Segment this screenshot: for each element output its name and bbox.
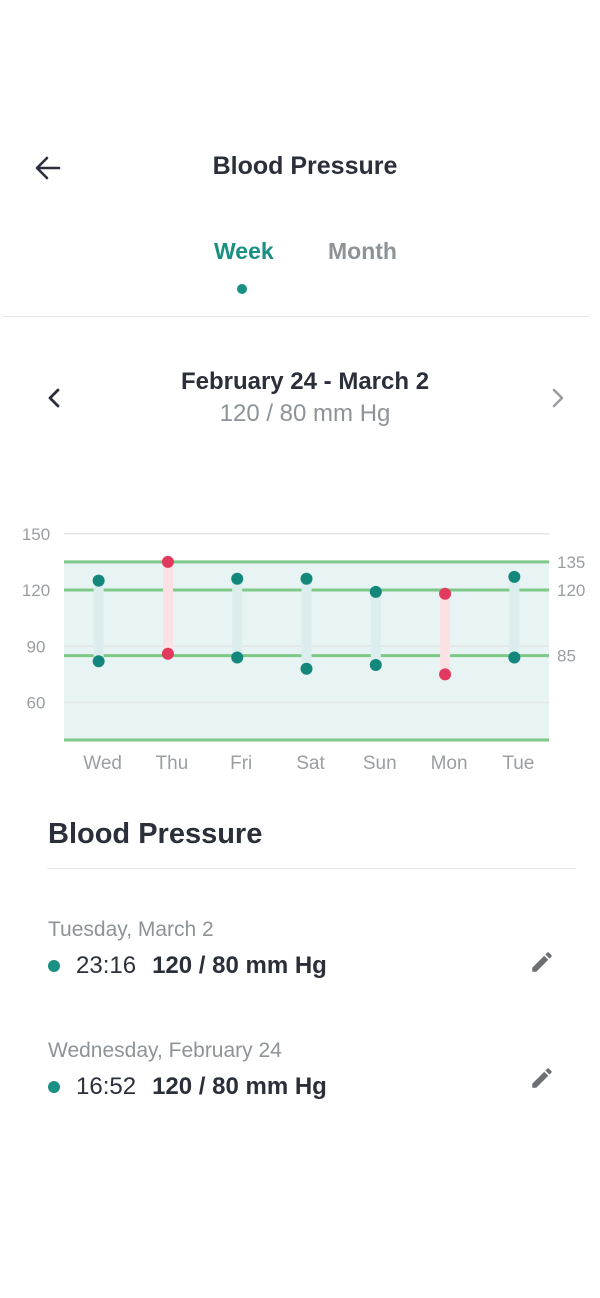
page-title: Blood Pressure — [212, 152, 398, 180]
status-dot — [48, 1081, 60, 1093]
x-axis-tick-label: Fri — [230, 753, 252, 774]
list-item[interactable]: 16:52 120 / 80 mm Hg — [48, 1073, 327, 1101]
range-bar — [370, 591, 381, 665]
back-button[interactable] — [28, 148, 68, 188]
list-item[interactable]: 23:16 120 / 80 mm Hg — [48, 952, 327, 980]
x-axis-tick-label: Mon — [431, 753, 468, 774]
systolic-point — [300, 572, 313, 585]
diastolic-point — [300, 662, 313, 675]
status-dot — [48, 960, 60, 972]
header-divider — [2, 316, 590, 317]
systolic-point — [369, 585, 382, 598]
diastolic-point — [92, 655, 105, 668]
range-average: 120 / 80 mm Hg — [219, 400, 391, 427]
tab-week[interactable]: Week — [214, 238, 274, 264]
systolic-point — [161, 555, 174, 568]
diastolic-point — [231, 651, 244, 664]
diastolic-point — [161, 647, 174, 660]
x-axis-tick-label: Wed — [83, 753, 122, 774]
chevron-right-icon — [552, 388, 564, 408]
pencil-icon — [532, 952, 552, 972]
entry-value: 120 / 80 mm Hg — [152, 1073, 327, 1100]
blood-pressure-chart: 150 120 90 60 135 120 85 Wed Thu Fri Sat Sun Mon Tue — [22, 525, 586, 774]
systolic-point — [439, 587, 452, 600]
right-axis-tick-label: 85 — [557, 647, 576, 666]
right-axis-tick-label: 135 — [557, 553, 585, 572]
systolic-point — [508, 570, 521, 583]
list-divider — [47, 868, 576, 869]
y-axis-tick-label: 90 — [27, 637, 46, 656]
date-range: February 24 - March 2 — [180, 368, 430, 395]
systolic-point — [231, 572, 244, 585]
range-bar — [509, 576, 520, 658]
active-tab-indicator — [237, 284, 247, 294]
x-axis-tick-label: Sat — [296, 753, 325, 774]
next-week-button[interactable] — [540, 380, 576, 416]
diastolic-point — [369, 659, 382, 671]
tab-month[interactable]: Month — [328, 238, 397, 264]
entry-value: 120 / 80 mm Hg — [152, 952, 327, 979]
arrow-left-icon — [35, 156, 61, 180]
edit-entry-button[interactable] — [526, 1062, 558, 1094]
y-axis-tick-label: 150 — [22, 525, 50, 544]
range-bar — [93, 580, 104, 662]
chevron-left-icon — [48, 388, 60, 408]
y-axis-tick-label: 60 — [27, 694, 46, 713]
y-axis-tick-label: 120 — [22, 581, 50, 600]
pencil-icon — [532, 1068, 552, 1088]
x-axis-tick-label: Sun — [363, 753, 397, 774]
range-bar — [440, 593, 451, 675]
entry-time: 23:16 — [76, 952, 137, 979]
range-bar — [162, 561, 173, 654]
systolic-point — [92, 574, 105, 587]
x-axis-tick-label: Thu — [156, 753, 189, 774]
diastolic-point — [439, 668, 452, 681]
entry-time: 16:52 — [76, 1073, 137, 1100]
diastolic-point — [508, 651, 521, 664]
entry-date: Wednesday, February 24 — [48, 1039, 282, 1062]
range-bar — [301, 578, 312, 669]
previous-week-button[interactable] — [36, 380, 72, 416]
entry-date: Tuesday, March 2 — [48, 918, 214, 941]
right-axis-tick-label: 120 — [557, 581, 585, 600]
x-axis-tick-label: Tue — [502, 753, 534, 774]
section-title: Blood Pressure — [48, 818, 263, 850]
range-bar — [232, 578, 243, 658]
edit-entry-button[interactable] — [526, 946, 558, 978]
